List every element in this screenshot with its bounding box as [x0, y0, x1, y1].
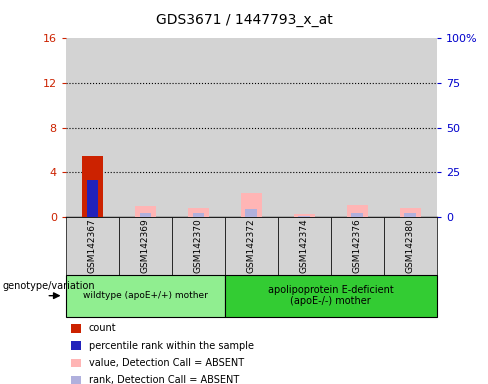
Bar: [299, 216, 310, 217]
Text: GSM142367: GSM142367: [88, 218, 97, 273]
Bar: [351, 214, 363, 217]
Text: rank, Detection Call = ABSENT: rank, Detection Call = ABSENT: [89, 375, 239, 384]
Text: GSM142374: GSM142374: [300, 218, 309, 273]
Bar: [278, 38, 331, 217]
Text: genotype/variation: genotype/variation: [2, 281, 95, 291]
Text: apolipoprotein E-deficient
(apoE-/-) mother: apolipoprotein E-deficient (apoE-/-) mot…: [268, 285, 394, 306]
Text: wildtype (apoE+/+) mother: wildtype (apoE+/+) mother: [83, 291, 208, 300]
Bar: [172, 38, 225, 217]
Bar: [119, 38, 172, 217]
Bar: [86, 180, 98, 217]
Bar: [400, 208, 421, 217]
Bar: [188, 208, 209, 217]
Bar: [241, 193, 262, 217]
Bar: [331, 38, 384, 217]
Bar: [192, 214, 204, 217]
Text: GSM142369: GSM142369: [141, 218, 150, 273]
Bar: [405, 214, 416, 217]
Bar: [82, 156, 103, 217]
Bar: [294, 214, 315, 217]
Text: count: count: [89, 323, 117, 333]
Bar: [66, 38, 119, 217]
Text: GSM142376: GSM142376: [353, 218, 362, 273]
Bar: [245, 209, 257, 217]
Bar: [140, 214, 151, 217]
Text: GDS3671 / 1447793_x_at: GDS3671 / 1447793_x_at: [156, 13, 332, 27]
Text: value, Detection Call = ABSENT: value, Detection Call = ABSENT: [89, 358, 244, 368]
Bar: [384, 38, 437, 217]
Bar: [135, 206, 156, 217]
Text: GSM142370: GSM142370: [194, 218, 203, 273]
Text: GSM142372: GSM142372: [247, 218, 256, 273]
Text: GSM142380: GSM142380: [406, 218, 415, 273]
Text: percentile rank within the sample: percentile rank within the sample: [89, 341, 254, 351]
Bar: [346, 205, 368, 217]
Bar: [225, 38, 278, 217]
